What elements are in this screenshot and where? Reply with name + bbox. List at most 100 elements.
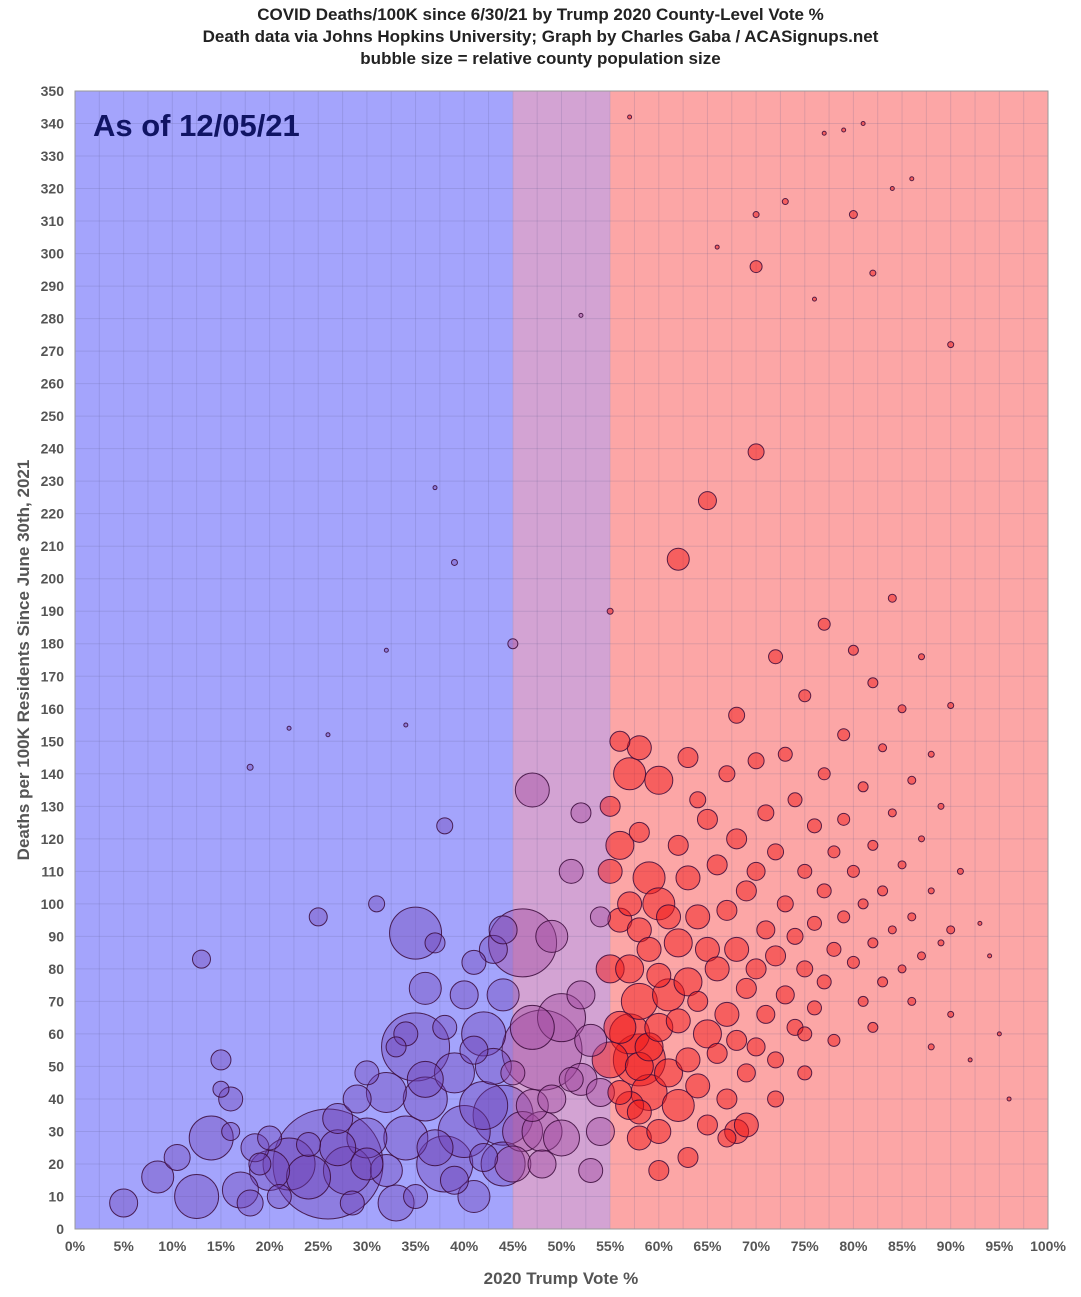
county-bubble — [837, 812, 851, 826]
county-bubble — [570, 802, 592, 824]
county-bubble — [449, 980, 479, 1010]
vote-band-1 — [512, 91, 611, 1229]
county-bubble — [692, 1019, 722, 1049]
county-bubble — [685, 904, 711, 930]
x-axis-label: 2020 Trump Vote % — [484, 1269, 639, 1288]
county-bubble — [787, 792, 803, 808]
y-tick-label: 200 — [41, 571, 65, 587]
county-bubble — [488, 915, 518, 945]
county-bubble — [867, 937, 879, 949]
county-bubble — [687, 990, 709, 1012]
county-bubble — [827, 845, 841, 859]
county-bubble — [500, 1060, 526, 1086]
county-bubble — [867, 677, 879, 689]
county-bubble — [837, 728, 851, 742]
y-tick-label: 320 — [41, 181, 65, 197]
county-bubble — [424, 932, 446, 954]
county-bubble — [767, 1090, 785, 1108]
county-bubble — [897, 704, 907, 714]
county-bubble — [907, 912, 917, 922]
county-bubble — [860, 121, 866, 127]
county-bubble — [927, 1043, 935, 1051]
county-bubble — [564, 1062, 598, 1096]
county-bubble — [677, 1146, 699, 1168]
county-bubble — [369, 1153, 403, 1187]
x-tick-label: 85% — [888, 1238, 917, 1254]
county-bubble — [626, 735, 652, 761]
vote-band-0 — [75, 91, 513, 1229]
county-bubble — [714, 1001, 740, 1027]
county-bubble — [716, 1088, 738, 1110]
county-bubble — [599, 795, 621, 817]
county-bubble — [257, 1125, 283, 1151]
county-bubble — [724, 936, 750, 962]
county-bubble — [867, 839, 879, 851]
county-bubble — [368, 895, 386, 913]
y-tick-label: 270 — [41, 343, 65, 359]
county-bubble — [746, 1037, 766, 1057]
county-bubble — [665, 1008, 691, 1034]
x-tick-label: 30% — [353, 1238, 382, 1254]
county-bubble — [776, 895, 794, 913]
county-bubble — [878, 743, 888, 753]
county-bubble — [385, 1036, 407, 1058]
county-bubble — [685, 1073, 711, 1099]
county-bubble — [389, 906, 443, 960]
county-bubble — [322, 1102, 354, 1134]
county-bubble — [416, 1129, 454, 1167]
county-bubble — [745, 958, 767, 980]
county-bubble — [646, 1118, 672, 1144]
county-bubble — [816, 974, 832, 990]
county-bubble — [472, 1084, 534, 1146]
county-bubble — [752, 211, 760, 219]
county-bubble — [877, 885, 889, 897]
county-bubble — [221, 1121, 241, 1141]
county-bubble — [648, 1159, 670, 1181]
county-bubble — [706, 854, 728, 876]
y-tick-label: 130 — [41, 798, 65, 814]
y-tick-label: 330 — [41, 148, 65, 164]
x-tick-label: 55% — [596, 1238, 625, 1254]
y-tick-label: 110 — [41, 863, 64, 879]
county-bubble — [857, 995, 869, 1007]
county-bubble — [846, 955, 860, 969]
county-bubble — [416, 1135, 474, 1193]
county-bubble — [947, 341, 955, 349]
county-bubble — [806, 1000, 822, 1016]
county-bubble — [486, 978, 520, 1012]
county-bubble — [996, 1031, 1002, 1037]
county-bubble — [339, 1190, 365, 1216]
y-tick-label: 100 — [41, 896, 65, 912]
county-bubble — [210, 1049, 232, 1071]
county-bubble — [439, 1165, 469, 1195]
county-bubble — [667, 834, 689, 856]
county-bubble — [927, 887, 935, 895]
county-bubble — [308, 907, 328, 927]
county-bubble — [432, 1014, 458, 1040]
x-tick-label: 70% — [742, 1238, 771, 1254]
county-bubble — [796, 960, 814, 978]
county-bubble — [817, 617, 831, 631]
y-tick-label: 180 — [41, 636, 65, 652]
county-bubble — [558, 858, 584, 884]
county-bubble — [781, 198, 789, 206]
county-bubble — [615, 954, 645, 984]
y-tick-label: 140 — [41, 766, 65, 782]
plot-border — [74, 90, 1049, 1230]
county-bubble — [811, 296, 817, 302]
x-tick-label: 10% — [158, 1238, 187, 1254]
county-bubble — [246, 763, 254, 771]
y-tick-label: 220 — [41, 506, 65, 522]
county-bubble — [188, 1115, 234, 1161]
county-bubble — [798, 689, 812, 703]
as-of-date-label: As of 12/05/21 — [93, 108, 300, 143]
county-bubble — [354, 1060, 380, 1086]
county-bubble — [585, 1116, 615, 1146]
county-bubble — [821, 130, 827, 136]
county-bubble — [704, 956, 730, 982]
county-bubble — [266, 1183, 292, 1209]
county-bubble — [797, 1065, 813, 1081]
county-bubble — [714, 244, 720, 250]
chart-titles: COVID Deaths/100K since 6/30/21 by Trump… — [0, 4, 1081, 70]
